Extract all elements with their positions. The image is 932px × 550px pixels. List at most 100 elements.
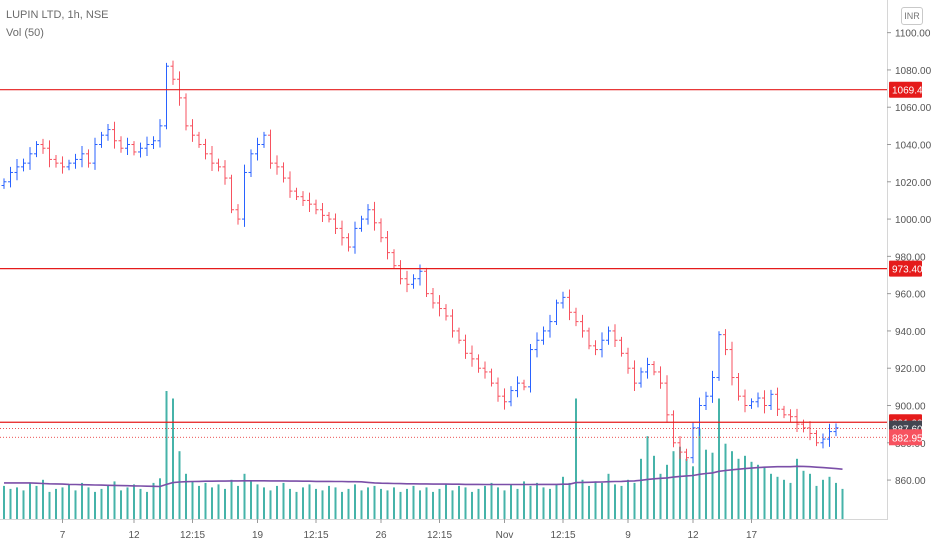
ohlc-bar [398, 260, 403, 285]
ohlc-bar [645, 357, 650, 379]
ohlc-bar [14, 159, 20, 181]
ohlc-bar [391, 249, 397, 270]
ohlc-bar [625, 347, 631, 374]
volume-bar [588, 485, 590, 519]
y-tick-label: 1040.00 [895, 141, 932, 152]
volume-bar [503, 490, 506, 519]
volume-bar [315, 488, 317, 519]
volume-bar [555, 484, 558, 519]
currency-button[interactable]: INR [901, 7, 923, 25]
volume-bar [347, 488, 350, 519]
horizontal-line-tag [889, 260, 922, 277]
ohlc-bar [658, 366, 663, 389]
ohlc-bar [736, 373, 741, 401]
y-tick-label: 1060.00 [895, 103, 932, 114]
volume-bar [438, 488, 441, 519]
ohlc-bar [781, 405, 787, 419]
ohlc-bar [86, 149, 91, 168]
ohlc-bar [151, 136, 156, 149]
ohlc-bar [411, 274, 416, 289]
ohlc-bar [710, 370, 715, 403]
ohlc-bar [417, 264, 423, 286]
volume-bar [425, 487, 428, 519]
ohlc-bar [92, 137, 98, 170]
x-tick-label: 12:15 [550, 530, 575, 541]
ohlc-bar [684, 448, 689, 462]
y-tick-label: 960.00 [895, 290, 926, 301]
volume-bar [737, 458, 740, 519]
volume-bar [263, 487, 265, 519]
ohlc-bar [599, 332, 605, 358]
volume-legend[interactable]: Vol (50) [6, 27, 44, 39]
ohlc-bar [229, 174, 234, 214]
ohlc-bar [827, 423, 832, 447]
ohlc-bar [287, 171, 293, 198]
volume-bar [763, 467, 766, 519]
ohlc-bar [788, 409, 793, 423]
ohlc-bar [372, 201, 377, 231]
ohlc-bar [515, 376, 520, 398]
volume-bar [607, 473, 610, 519]
x-tick-label: 12:15 [427, 530, 452, 541]
volume-bar [640, 458, 642, 519]
volume-bar [3, 485, 5, 519]
volume-bar [113, 481, 116, 519]
ohlc-bar [359, 215, 364, 232]
ohlc-bar [469, 345, 475, 367]
volume-bar [490, 482, 493, 519]
volume-bar [100, 488, 103, 519]
volume-bar [711, 452, 714, 519]
volume-bar [250, 481, 252, 519]
ohlc-bar [261, 131, 267, 148]
volume-bar [367, 487, 369, 519]
price-marker-label: 882.95 [892, 433, 923, 444]
ohlc-bar [424, 267, 429, 297]
ohlc-bar [541, 326, 546, 345]
volume-bar [55, 488, 57, 519]
volume-bar [783, 479, 785, 519]
ohlc-bar [820, 433, 826, 449]
volume-bar [828, 476, 831, 519]
ohlc-bar [274, 155, 280, 175]
volume-bar [445, 484, 447, 519]
ohlc-bar [638, 367, 644, 388]
volume-bar [230, 479, 233, 519]
x-tick-label: 12 [687, 530, 699, 541]
ohlc-bar [794, 408, 800, 432]
ohlc-bar [307, 192, 312, 212]
volume-bar [42, 479, 44, 519]
time-axis[interactable]: 7 12 12:15 19 12:15 26 12:15 Nov 12:15 9 12 17 [60, 519, 758, 541]
volume-bar [9, 488, 12, 519]
ohlc-bar [60, 156, 65, 174]
ohlc-bar [554, 299, 559, 325]
ohlc-bar [385, 231, 390, 260]
volume-bar [217, 484, 220, 519]
volume-bar [159, 478, 161, 519]
volume-bar [802, 470, 805, 519]
volume-bar [731, 451, 733, 519]
ohlc-bar [703, 391, 709, 410]
volume-bar [276, 485, 278, 519]
ohlc-bar [476, 354, 481, 373]
volume-bar [204, 482, 207, 519]
y-tick-label: 1080.00 [895, 66, 932, 77]
volume-bar [334, 487, 337, 519]
ohlc-bar [333, 213, 338, 234]
volume-bar [211, 487, 213, 519]
volume-bar [393, 487, 395, 519]
volume-bar [601, 482, 603, 519]
volume-bar [484, 485, 486, 519]
volume-bar [282, 482, 285, 519]
y-tick-label: 980.00 [895, 252, 926, 263]
volume-bar [243, 473, 246, 519]
ohlc-bar [170, 60, 176, 85]
ohlc-bar [34, 141, 39, 158]
volume-bar [133, 484, 135, 519]
ohlc-bar [534, 332, 540, 358]
ohlc-bar [567, 289, 572, 321]
volume-bar [562, 476, 564, 519]
symbol-legend[interactable]: LUPIN LTD, 1h, NSE [6, 9, 109, 21]
volume-bar [48, 491, 51, 519]
volume-bar [224, 488, 226, 519]
